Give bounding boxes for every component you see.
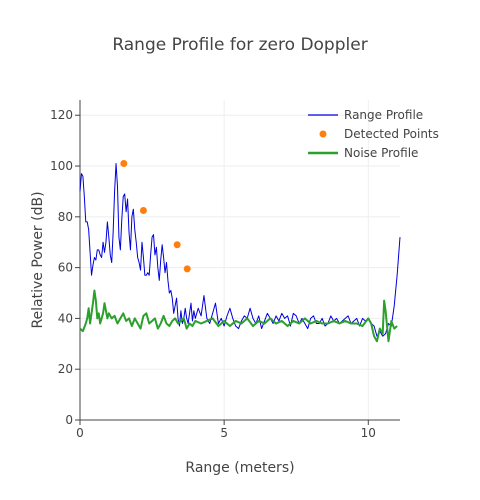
x-tick-label: 5 bbox=[220, 426, 228, 440]
y-tick-label: 40 bbox=[58, 311, 73, 325]
y-tick-label: 60 bbox=[58, 261, 73, 275]
x-axis-label: Range (meters) bbox=[185, 460, 294, 476]
legend[interactable]: Range Profile Detected Points Noise Profil… bbox=[308, 108, 439, 160]
chart-title: Range Profile for zero Doppler bbox=[112, 35, 367, 55]
y-tick-label: 100 bbox=[50, 159, 73, 173]
y-tick-label: 0 bbox=[65, 413, 73, 427]
legend-label: Range Profile bbox=[344, 108, 423, 122]
plot-area bbox=[79, 159, 401, 343]
y-tick-label: 120 bbox=[50, 108, 73, 122]
legend-item-range-profile[interactable]: Range Profile bbox=[308, 108, 423, 122]
y-tick-label: 80 bbox=[58, 210, 73, 224]
grid-lines bbox=[80, 100, 400, 420]
legend-swatch-detected-points bbox=[319, 130, 327, 138]
detected-points-point bbox=[120, 159, 128, 167]
detected-points-point bbox=[183, 265, 191, 273]
y-tick-labels: 0 20 40 60 80 100 120 bbox=[50, 108, 73, 427]
legend-item-noise-profile[interactable]: Noise Profile bbox=[308, 146, 418, 160]
range-profile-line bbox=[79, 162, 401, 337]
detected-points-point bbox=[139, 206, 147, 214]
x-tick-labels: 0 5 10 bbox=[76, 426, 376, 440]
axes bbox=[75, 100, 400, 425]
detected-points-point bbox=[173, 241, 181, 249]
legend-label: Noise Profile bbox=[344, 146, 418, 160]
noise-profile-line bbox=[79, 289, 398, 343]
x-tick-label: 0 bbox=[76, 426, 84, 440]
y-axis-label: Relative Power (dB) bbox=[30, 191, 46, 328]
legend-label: Detected Points bbox=[344, 127, 439, 141]
y-tick-label: 20 bbox=[58, 362, 73, 376]
x-tick-label: 10 bbox=[361, 426, 376, 440]
legend-item-detected-points[interactable]: Detected Points bbox=[319, 127, 439, 141]
